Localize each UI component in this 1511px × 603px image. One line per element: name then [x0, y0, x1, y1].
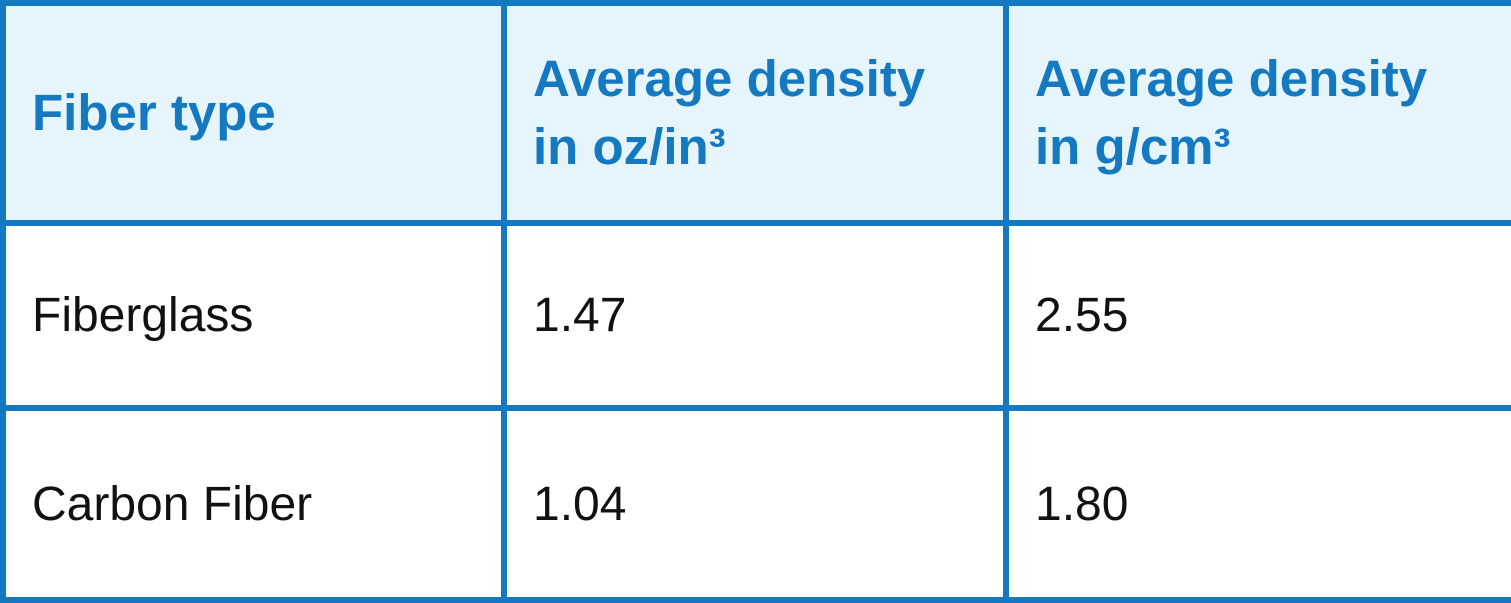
header-fiber-type: Fiber type	[0, 0, 507, 226]
header-density-oz-line1: Average density	[533, 50, 926, 107]
table-row: Carbon Fiber 1.04 1.80	[0, 405, 1511, 603]
cell-density-g: 2.55	[1003, 220, 1511, 411]
header-density-g-line2: in g/cm³	[1035, 118, 1231, 175]
cell-density-g: 1.80	[1003, 405, 1511, 603]
cell-fiber-type: Fiberglass	[0, 220, 507, 411]
cell-density-oz: 1.04	[501, 405, 1009, 603]
header-density-oz-in3: Average density in oz/in³	[501, 0, 1009, 226]
header-density-g-cm3: Average density in g/cm³	[1003, 0, 1511, 226]
cell-density-oz: 1.47	[501, 220, 1009, 411]
header-density-oz-line2: in oz/in³	[533, 118, 726, 175]
table-header-row: Fiber type Average density in oz/in³ Aver…	[0, 0, 1511, 226]
header-density-g-line1: Average density	[1035, 50, 1428, 107]
table-row: Fiberglass 1.47 2.55	[0, 220, 1511, 411]
header-fiber-type-line1: Fiber type	[32, 84, 276, 141]
cell-fiber-type: Carbon Fiber	[0, 405, 507, 603]
